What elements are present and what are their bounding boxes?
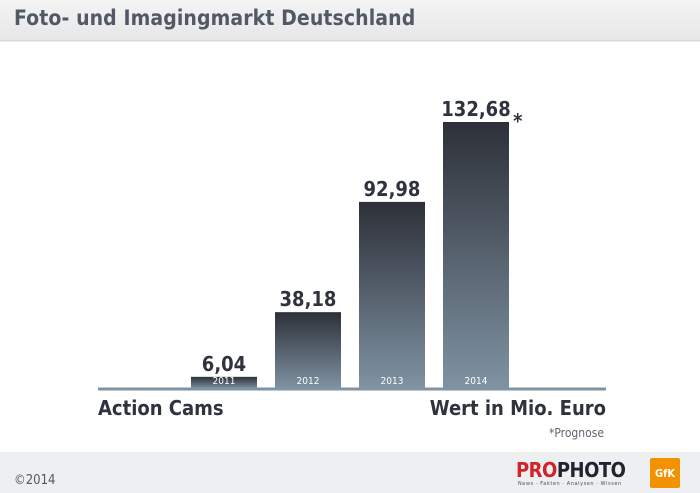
bar-category-label: 2013 (381, 376, 404, 387)
copyright-text: ©2014 (14, 473, 56, 488)
bar-2014 (443, 122, 509, 389)
logo-tagline: News · Fakten · Analysen · Wissen (518, 481, 622, 487)
bar-value-label: 38,18 (280, 287, 337, 311)
y-axis-caption: Wert in Mio. Euro (430, 396, 606, 420)
bar-2011 (191, 376, 257, 389)
footer-bar (0, 452, 700, 493)
logo-prefix: PRO (516, 458, 557, 482)
x-axis-caption: Action Cams (98, 396, 224, 420)
gfk-logo-badge[interactable]: GfK (650, 458, 680, 488)
bar-category-label: 2012 (297, 376, 320, 387)
header-bar (0, 0, 700, 41)
logo-suffix: PHOTO (556, 458, 626, 482)
bar-category-label: 2014 (465, 376, 488, 387)
bar-value-label: 132,68 (441, 97, 510, 121)
forecast-note: *Prognose (549, 426, 604, 440)
bar-2013 (359, 201, 425, 389)
bar-category-label: 2011 (213, 376, 236, 387)
bar-2012 (275, 312, 341, 389)
chart-panel (0, 42, 700, 452)
bar-value-label: 92,98 (364, 177, 421, 201)
bar-value-label: 6,04 (202, 352, 246, 376)
prophoto-logo-wordmark: PROPHOTO (516, 458, 626, 482)
page-title: Foto- und Imagingmarkt Deutschland (14, 6, 416, 30)
forecast-asterisk: * (513, 109, 523, 133)
prophoto-logo[interactable]: PROPHOTO News · Fakten · Analysen · Wiss… (516, 458, 636, 490)
